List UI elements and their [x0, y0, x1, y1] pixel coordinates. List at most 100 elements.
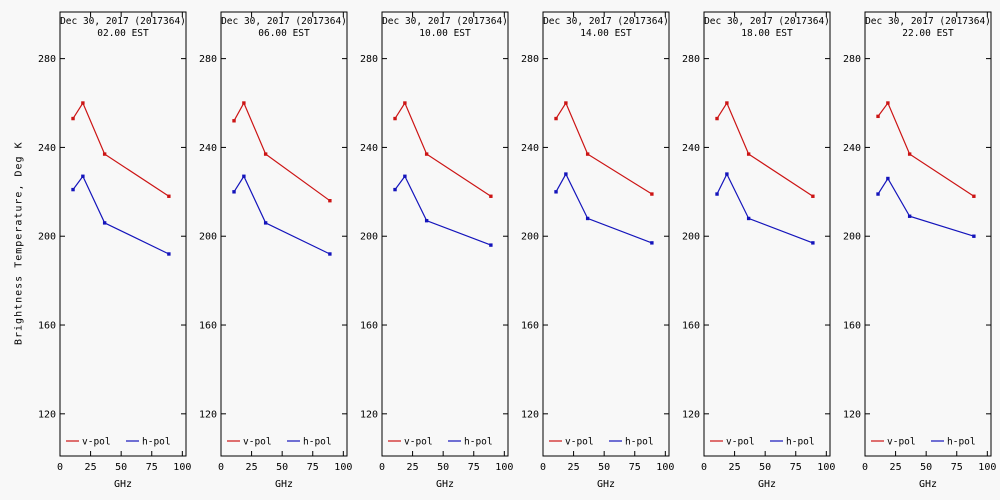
legend-vpol-label: v-pol	[243, 437, 272, 448]
v-pol-marker	[403, 101, 407, 105]
legend-hpol-label: h-pol	[142, 437, 171, 448]
y-tick-label: 120	[682, 409, 700, 420]
v-pol-marker	[585, 152, 590, 156]
y-tick-label: 200	[682, 232, 700, 243]
y-tick-label: 160	[682, 321, 700, 332]
h-pol-marker	[393, 187, 397, 192]
y-tick-label: 160	[360, 321, 378, 332]
x-tick-label: 50	[437, 462, 449, 473]
y-tick-label: 240	[199, 143, 217, 154]
v-pol-line	[233, 101, 331, 202]
panel-title: Dec 30, 2017 (2017364)	[865, 16, 991, 27]
h-pol-marker	[876, 192, 880, 196]
v-pol-marker	[328, 199, 332, 203]
v-pol-marker	[242, 101, 246, 105]
v-pol-line	[877, 101, 975, 197]
panel-subtitle: 18.00 EST	[741, 28, 793, 39]
panel-chart-2: 120 160 200 240 280 0 25 50 75 100 Dec 30, 2017 (2…	[360, 11, 513, 490]
y-tick-label: 120	[360, 409, 378, 420]
legend-vpol-label: v-pol	[887, 437, 916, 448]
h-pol-marker	[886, 176, 890, 181]
x-tick-label: 50	[759, 462, 771, 473]
h-pol-marker	[328, 252, 332, 256]
y-tick-label: 280	[843, 54, 861, 65]
x-tick-label: 0	[57, 462, 63, 473]
y-tick-label: 200	[38, 232, 56, 243]
x-tick-label: 0	[540, 462, 546, 473]
x-tick-label: 100	[817, 462, 835, 473]
v-pol-marker	[81, 101, 85, 105]
h-pol-marker	[811, 241, 815, 245]
h-pol-marker	[81, 174, 85, 178]
y-axis-label: Brightness Temperature, Deg K	[13, 141, 25, 345]
v-pol-marker	[102, 152, 107, 156]
h-pol-line	[72, 175, 170, 255]
legend-vpol-label: v-pol	[404, 437, 433, 448]
x-tick-label: 25	[85, 462, 97, 473]
y-tick-label: 160	[521, 321, 539, 332]
x-axis-title: GHz	[597, 479, 615, 490]
plot-box	[703, 11, 831, 457]
h-pol-marker	[242, 174, 246, 178]
plot-box	[59, 11, 187, 457]
panel-chart-3: 120 160 200 240 280 0 25 50 75 100 Dec 30, 2017 (2…	[521, 11, 674, 490]
y-tick-label: 200	[360, 232, 378, 243]
h-pol-line	[877, 177, 975, 237]
x-tick-label: 0	[701, 462, 707, 473]
legend-hpol-label: h-pol	[786, 437, 815, 448]
y-tick-label: 280	[38, 54, 56, 65]
v-pol-marker	[725, 101, 729, 105]
x-tick-label: 100	[656, 462, 674, 473]
v-pol-marker	[263, 152, 268, 156]
x-tick-label: 100	[334, 462, 352, 473]
h-pol-line	[233, 175, 331, 255]
y-tick-label: 280	[199, 54, 217, 65]
x-tick-label: 25	[246, 462, 258, 473]
y-tick-label: 240	[38, 143, 56, 154]
legend-hpol-label: h-pol	[303, 437, 332, 448]
h-pol-marker	[564, 172, 568, 176]
h-pol-marker	[725, 172, 729, 176]
panel-title: Dec 30, 2017 (2017364)	[543, 16, 669, 27]
x-tick-label: 25	[568, 462, 580, 473]
y-tick-label: 160	[199, 321, 217, 332]
legend-vpol-label: v-pol	[82, 437, 111, 448]
h-pol-marker	[403, 174, 407, 178]
v-pol-line	[555, 101, 653, 195]
x-axis-title: GHz	[436, 479, 454, 490]
v-pol-marker	[393, 116, 397, 121]
legend-vpol-label: v-pol	[565, 437, 594, 448]
y-tick-label: 240	[843, 143, 861, 154]
plot-box	[220, 11, 348, 457]
y-tick-label: 280	[521, 54, 539, 65]
y-tick-label: 120	[199, 409, 217, 420]
h-pol-marker	[585, 216, 590, 221]
h-pol-marker	[746, 216, 751, 221]
x-tick-label: 75	[951, 462, 963, 473]
panels-row: 120 160 200 240 280 0 25 50 75 100 Dec 30, 2017 (2…	[32, 4, 998, 496]
y-tick-label: 160	[38, 321, 56, 332]
h-pol-marker	[71, 187, 75, 192]
panel-title: Dec 30, 2017 (2017364)	[221, 16, 347, 27]
v-pol-marker	[746, 152, 751, 156]
v-pol-line	[72, 101, 170, 197]
x-tick-label: 50	[115, 462, 127, 473]
panel-subtitle: 22.00 EST	[902, 28, 954, 39]
y-tick-label: 120	[521, 409, 539, 420]
panel-subtitle: 02.00 EST	[97, 28, 149, 39]
v-pol-marker	[554, 116, 558, 121]
y-tick-label: 160	[843, 321, 861, 332]
v-pol-marker	[907, 152, 912, 156]
v-pol-line	[716, 101, 814, 197]
y-tick-label: 240	[521, 143, 539, 154]
panel-subtitle: 06.00 EST	[258, 28, 310, 39]
y-tick-label: 280	[360, 54, 378, 65]
x-tick-label: 50	[276, 462, 288, 473]
v-pol-marker	[886, 101, 890, 105]
h-pol-marker	[424, 218, 429, 223]
panel-title: Dec 30, 2017 (2017364)	[382, 16, 508, 27]
panel-chart-0: 120 160 200 240 280 0 25 50 75 100 Dec 30, 2017 (2…	[38, 11, 191, 490]
h-pol-line	[394, 175, 492, 246]
panel-subtitle: 14.00 EST	[580, 28, 632, 39]
